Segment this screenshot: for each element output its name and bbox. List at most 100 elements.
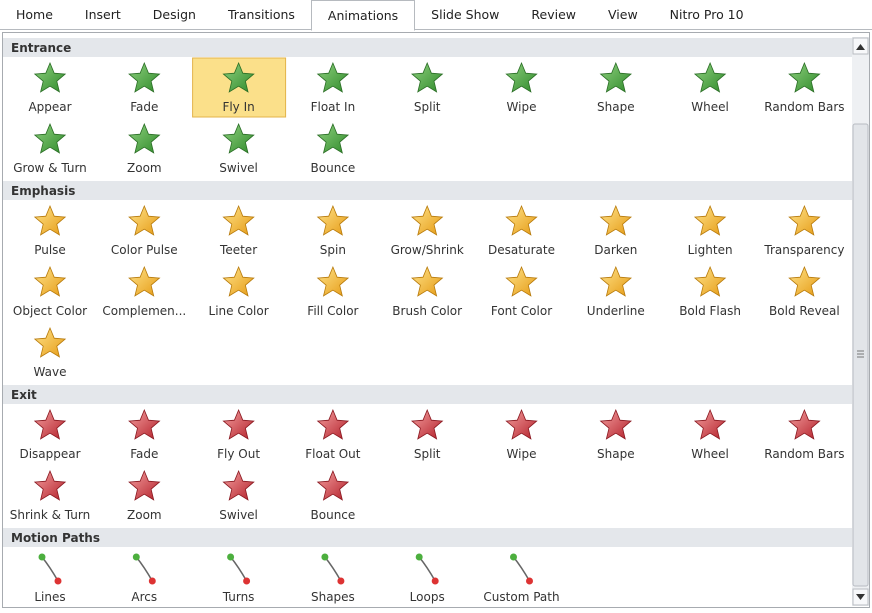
- ribbon-tab[interactable]: Design: [152, 7, 196, 22]
- scroll-grip: [857, 350, 864, 358]
- animation-option[interactable]: Split: [411, 408, 444, 461]
- scroll-thumb[interactable]: [852, 123, 869, 587]
- path-end: [243, 577, 251, 585]
- option-label: Shape: [597, 100, 635, 114]
- animation-option[interactable]: Bounce: [311, 469, 356, 522]
- animation-option[interactable]: Font Color: [491, 265, 552, 318]
- option-label: Swivel: [219, 161, 258, 175]
- animation-option[interactable]: Appear: [28, 61, 72, 114]
- animation-option[interactable]: Zoom: [127, 122, 162, 175]
- animation-option[interactable]: Float In: [311, 61, 356, 114]
- animation-option[interactable]: Disappear: [19, 408, 81, 461]
- animation-option[interactable]: Teeter: [219, 204, 257, 257]
- animation-option[interactable]: Fill Color: [307, 265, 359, 318]
- star-icon: [128, 61, 161, 93]
- animation-option[interactable]: Arcs: [131, 553, 157, 605]
- ribbon-tab[interactable]: Nitro Pro 10: [669, 7, 744, 22]
- animation-option[interactable]: Turns: [222, 553, 255, 605]
- animation-option[interactable]: Shapes: [311, 553, 355, 605]
- animation-option[interactable]: Swivel: [219, 469, 258, 522]
- animation-option[interactable]: Split: [411, 61, 444, 114]
- section-title: Emphasis: [11, 184, 75, 198]
- star-icon: [222, 204, 255, 236]
- option-label: Pulse: [34, 243, 66, 257]
- option-label: Bounce: [311, 161, 356, 175]
- ribbon-tab[interactable]: Animations: [310, 0, 416, 31]
- animation-option[interactable]: Float Out: [305, 408, 361, 461]
- animation-option[interactable]: Grow & Turn: [13, 122, 87, 175]
- ribbon-tab[interactable]: Slide Show: [431, 7, 500, 22]
- animation-option[interactable]: Fade: [128, 408, 161, 461]
- animation-option[interactable]: Wipe: [505, 408, 538, 461]
- star-icon: [128, 408, 161, 440]
- animation-option[interactable]: Bold Reveal: [769, 265, 840, 318]
- star-icon: [693, 265, 727, 297]
- animation-option[interactable]: Wheel: [691, 408, 729, 461]
- path-icon: [230, 556, 248, 582]
- animation-option[interactable]: Wheel: [691, 61, 729, 114]
- animation-option[interactable]: Fly In: [192, 57, 287, 118]
- animation-option[interactable]: Line Color: [209, 265, 269, 318]
- animation-option[interactable]: Darken: [594, 204, 637, 257]
- ribbon-tab[interactable]: Home: [16, 7, 53, 22]
- animation-option[interactable]: Zoom: [127, 469, 162, 522]
- ribbon-tab[interactable]: View: [608, 7, 638, 22]
- ribbon-tab[interactable]: Review: [531, 7, 576, 22]
- ribbon-tab[interactable]: Transitions: [227, 7, 295, 22]
- animation-option[interactable]: Custom Path: [483, 553, 560, 605]
- star-icon: [128, 204, 161, 236]
- animation-option[interactable]: Desaturate: [488, 204, 555, 257]
- path-icon: [418, 556, 436, 582]
- star-icon: [411, 265, 444, 297]
- ribbon-tabs: Home Insert Design Transitions Animations Sli…: [0, 0, 872, 31]
- option-label: Complemen...: [102, 304, 186, 318]
- option-label: Split: [414, 100, 441, 114]
- animation-option[interactable]: Lines: [34, 553, 66, 605]
- animation-option[interactable]: Random Bars: [764, 61, 845, 114]
- animation-option[interactable]: Bounce: [311, 122, 356, 175]
- option-label: Fly Out: [217, 447, 260, 461]
- animation-option[interactable]: Pulse: [33, 204, 67, 257]
- animation-option[interactable]: Lighten: [688, 204, 733, 257]
- section-header: [3, 181, 852, 200]
- animation-option[interactable]: Shrink & Turn: [10, 469, 90, 522]
- star-icon: [411, 408, 444, 440]
- animation-option[interactable]: Complemen...: [102, 265, 186, 318]
- path-start: [227, 553, 235, 561]
- animation-option[interactable]: Wave: [34, 326, 67, 379]
- path-end: [337, 577, 345, 585]
- animation-option[interactable]: Shape: [597, 408, 635, 461]
- ribbon-tab[interactable]: Insert: [84, 7, 121, 22]
- animation-option[interactable]: Random Bars: [764, 408, 845, 461]
- option-label: Grow/Shrink: [391, 243, 464, 257]
- animation-option[interactable]: Object Color: [13, 265, 87, 318]
- star-icon: [693, 61, 727, 93]
- animation-option[interactable]: Shape: [597, 61, 635, 114]
- option-label: Transparency: [763, 243, 844, 257]
- star-icon: [411, 204, 444, 236]
- animation-option[interactable]: Fly Out: [217, 408, 260, 461]
- animation-option[interactable]: Color Pulse: [111, 204, 178, 257]
- animation-option[interactable]: Loops: [410, 553, 445, 605]
- option-label: Float Out: [305, 447, 361, 461]
- animation-option[interactable]: Spin: [316, 204, 350, 257]
- animation-option[interactable]: Grow/Shrink: [391, 204, 464, 257]
- animation-option[interactable]: Swivel: [219, 122, 258, 175]
- option-label: Fill Color: [307, 304, 358, 318]
- path-icon: [512, 556, 531, 582]
- animation-option[interactable]: Bold Flash: [679, 265, 741, 318]
- section-header: [3, 38, 852, 57]
- option-label: Lighten: [688, 243, 733, 257]
- path-end: [431, 577, 439, 585]
- star-icon: [33, 469, 67, 501]
- animation-option[interactable]: Brush Color: [392, 265, 462, 318]
- animation-option[interactable]: Underline: [587, 265, 645, 318]
- star-icon: [316, 61, 350, 93]
- option-label: Fade: [130, 447, 158, 461]
- option-label: Underline: [587, 304, 645, 318]
- star-icon: [33, 122, 67, 154]
- animation-option[interactable]: Wipe: [505, 61, 538, 114]
- animation-option[interactable]: Fade: [128, 61, 161, 114]
- animation-option[interactable]: Transparency: [763, 204, 844, 257]
